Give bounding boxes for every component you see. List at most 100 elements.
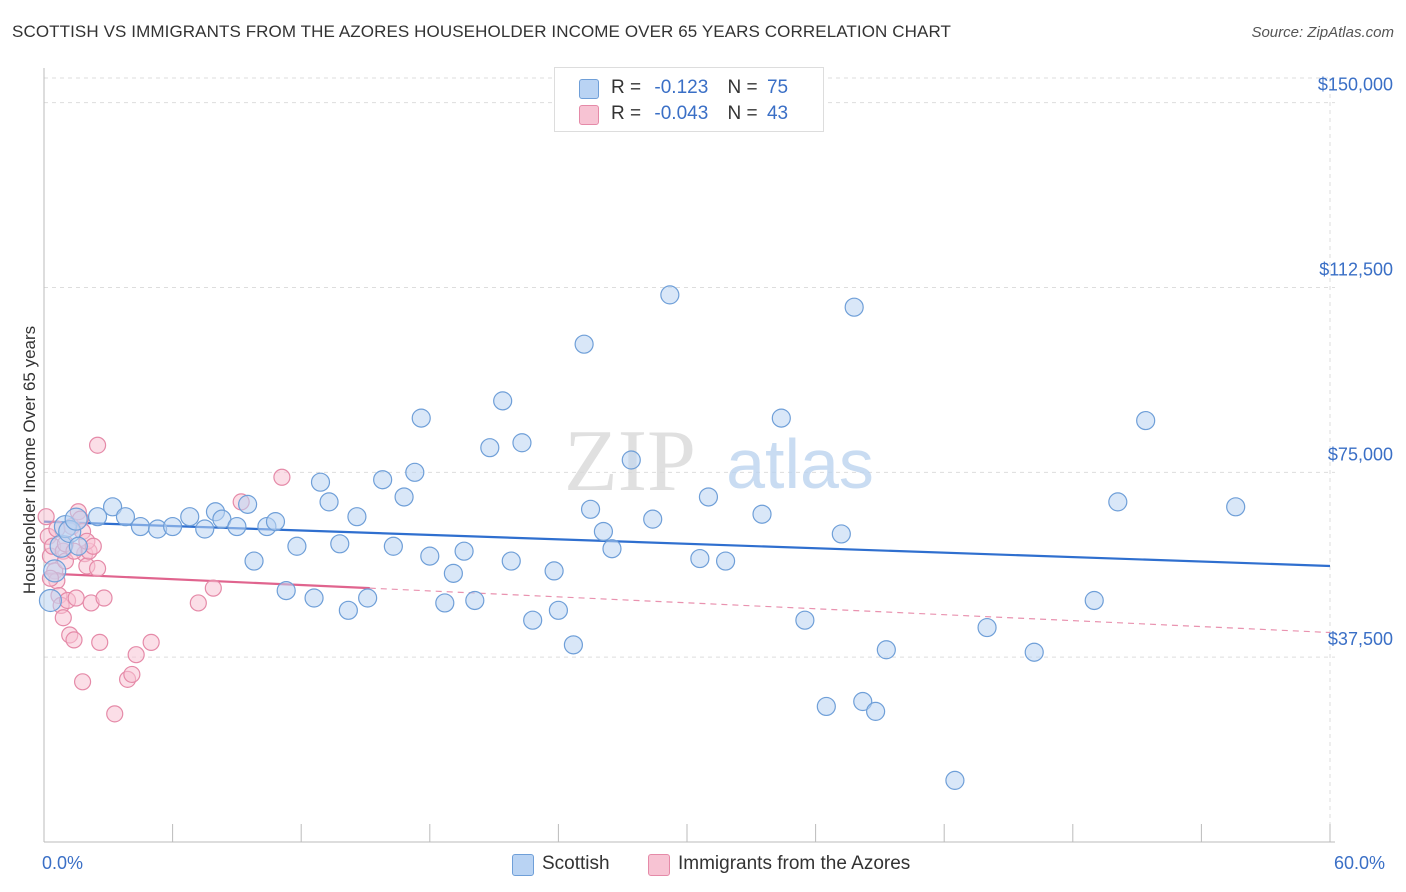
azores-point [142,633,160,651]
y-tick-label: $37,500 [1328,629,1393,649]
scottish-points [38,285,1246,790]
scottish-point [523,610,543,630]
azores-point [37,508,55,526]
azores-trend-extension [369,587,1331,634]
scottish-point [227,516,247,537]
scottish-point [319,492,339,512]
scottish-point [544,561,564,581]
scottish-point [338,600,358,620]
scottish-point [130,516,151,537]
y-tick-label: $150,000 [1318,75,1393,95]
scottish-point [304,588,324,608]
scottish-point [752,504,772,524]
scottish-point [411,408,431,428]
scottish-point [715,551,736,571]
scottish-point [180,507,200,527]
azores-swatch [579,105,599,125]
azores-point [91,633,109,651]
azores-point [88,559,107,578]
y-axis-label-wrap: Householder Income Over 65 years [18,300,42,620]
watermark-atlas: atlas [726,425,874,503]
legend-azores-label: Immigrants from the Azores [678,853,911,874]
azores-n-label: N = [727,103,758,124]
y-tick-labels: $37,500 $75,000 $112,500 $150,000 [1318,75,1393,650]
scottish-point [563,635,584,655]
scottish-point [38,588,63,613]
scottish-point [660,285,680,305]
scottish-point [87,507,108,527]
azores-point [67,589,85,607]
scottish-point [276,581,296,601]
azores-point [106,705,124,723]
azores-point [189,594,207,612]
scottish-point [512,433,532,453]
y-tick-label: $75,000 [1328,444,1393,464]
scottish-point [866,701,886,721]
scottish-point [621,450,641,470]
scottish-point [945,770,965,790]
azores-point [95,589,113,607]
azores-point [88,436,107,454]
scottish-point [602,539,622,559]
scottish-point [330,534,350,554]
scottish-point [795,610,815,630]
azores-point [123,665,141,684]
scottish-r-value: -0.123 [654,77,709,98]
correlation-stats-box: R = -0.123 N = 75 R = -0.043 N = 43 [554,67,824,132]
scottish-point [238,494,258,514]
scottish-point [1108,492,1128,512]
chart-title: SCOTTISH VS IMMIGRANTS FROM THE AZORES H… [12,22,952,41]
scottish-point [771,408,791,428]
scottish-point [493,391,513,411]
scottish-point [43,559,67,583]
scottish-point [347,507,367,527]
scottish-point [580,499,601,519]
azores-point [73,673,92,691]
scottish-point [876,640,896,660]
scottish-point [435,593,455,613]
scottish-point [358,588,378,608]
scottish-point [163,516,183,537]
scottish-point [1024,642,1044,662]
scottish-point [643,509,663,529]
scottish-n-label: N = [727,77,758,98]
scottish-point [501,551,521,571]
scottish-point [1084,590,1104,611]
scottish-point [68,536,88,556]
axes [43,68,1335,843]
azores-point [54,609,72,627]
source-credit: Source: ZipAtlas.com [1251,24,1394,41]
scottish-point [548,600,569,620]
y-axis-label: Householder Income Over 65 years [20,325,39,595]
scottish-swatch [579,79,599,99]
scottish-point [1226,497,1246,517]
scottish-point [420,546,440,566]
scottish-point [831,524,851,544]
azores-point [127,646,145,664]
grid-lines [44,77,1335,842]
scottish-r-label: R = [611,77,642,98]
legend-azores-swatch [648,854,670,876]
scottish-point [443,563,463,583]
scottish-point [698,487,719,507]
y-tick-label: $112,500 [1319,259,1393,279]
azores-r-value: -0.043 [654,103,709,124]
scottish-n-value: 75 [766,77,789,98]
scottish-point [310,472,331,492]
scottish-point [465,590,485,611]
scottish-point [244,551,264,571]
legend-scottish-label: Scottish [542,853,610,874]
scottish-point [265,512,286,532]
scottish-point [383,536,403,556]
scottish-point [480,438,500,458]
scottish-point [394,487,414,507]
scottish-point [454,541,474,561]
scottish-point [405,462,425,482]
trend-lines [43,520,1331,634]
scottish-point [690,548,710,569]
scottish-point [1136,410,1156,431]
azores-point [204,579,222,597]
x-tick-label-min: 0.0% [42,853,84,873]
legend-scottish-swatch [512,854,534,876]
